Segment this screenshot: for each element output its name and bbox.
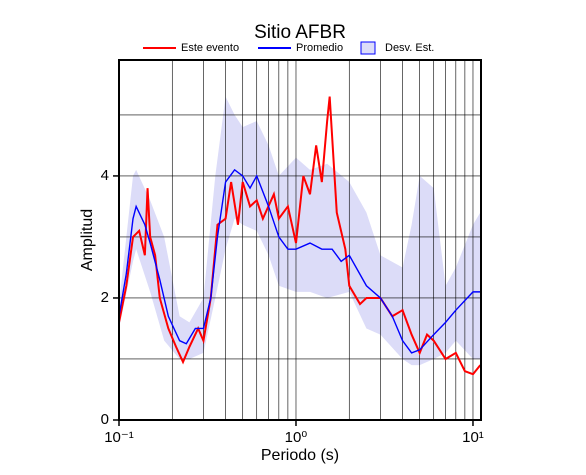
series-line [118, 168, 481, 354]
series-line [118, 96, 482, 376]
legend-swatch [360, 41, 376, 55]
plot-frame [118, 59, 482, 421]
y-axis-label: Amplitud [79, 209, 96, 271]
y-tick-label: 0 [101, 411, 109, 428]
x-tick-label: 10⁰ [285, 429, 308, 446]
legend-label: Desv. Est. [385, 42, 434, 54]
x-axis-label: Periodo (s) [261, 447, 339, 464]
legend-label: Este evento [181, 42, 239, 54]
y-tick-label: 2 [101, 289, 109, 306]
legend-label: Promedio [296, 42, 343, 54]
y-tick-label: 4 [101, 167, 109, 184]
x-tick-label: 10¹ [462, 429, 484, 446]
chart-title: Sitio AFBR [254, 22, 346, 43]
plot-area [118, 60, 482, 420]
std-band [119, 96, 481, 366]
x-tick-label: 10⁻¹ [104, 429, 134, 446]
